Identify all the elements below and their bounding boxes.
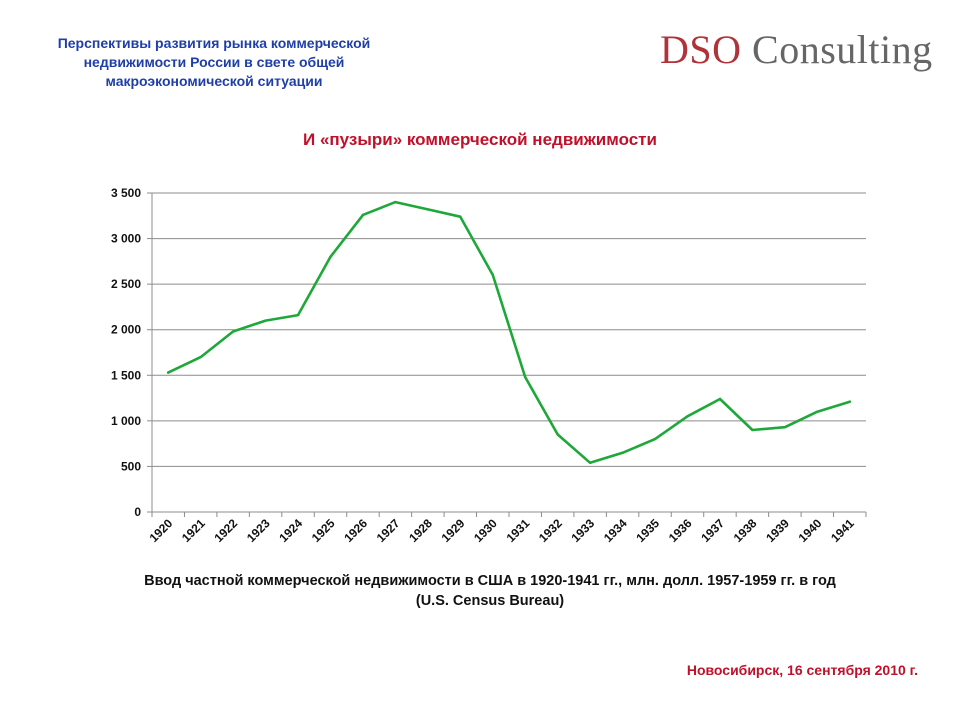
x-tick-label: 1937 (698, 516, 727, 545)
x-tick-label: 1929 (439, 516, 468, 545)
y-tick-label: 2 000 (111, 323, 141, 337)
data-point (751, 428, 754, 432)
x-tick-label: 1930 (471, 516, 500, 545)
data-point (394, 200, 397, 204)
slide-title: Перспективы развития рынка коммерческой … (28, 34, 400, 91)
x-tick-label: 1926 (341, 516, 370, 545)
data-point (718, 397, 722, 401)
data-point (524, 375, 527, 379)
data-point (231, 330, 235, 333)
data-point (199, 355, 202, 359)
x-tick-label: 1933 (568, 516, 597, 545)
x-tick-label: 1924 (276, 516, 305, 545)
data-point (848, 400, 851, 403)
data-point (329, 255, 332, 258)
x-tick-label: 1921 (179, 516, 208, 545)
x-tick-label: 1932 (536, 516, 565, 545)
data-point (653, 437, 657, 441)
data-point (361, 213, 365, 217)
x-tick-label: 1936 (666, 516, 695, 545)
slide-title-line-2: недвижимости России в свете общей (83, 54, 345, 70)
data-point (167, 371, 170, 374)
x-tick-label: 1935 (633, 516, 662, 545)
x-tick-label: 1939 (763, 516, 792, 545)
y-tick-label: 2 500 (111, 277, 141, 291)
slide-title-line-1: Перспективы развития рынка коммерческой (57, 35, 371, 51)
x-tick-label: 1940 (796, 516, 825, 545)
logo-secondary: Consulting (752, 27, 933, 72)
y-tick-label: 3 500 (111, 186, 141, 200)
data-point (491, 273, 494, 277)
y-tick-label: 0 (134, 505, 141, 519)
x-tick-label: 1927 (374, 516, 403, 545)
logo-primary: DSO (660, 27, 742, 72)
x-tick-label: 1931 (504, 516, 533, 545)
x-tick-label: 1920 (147, 516, 176, 545)
data-point (816, 410, 819, 413)
chart-title: И «пузыри» коммерческой недвижимости (303, 130, 657, 149)
series-line (166, 200, 852, 465)
data-point (556, 433, 559, 436)
y-tick-label: 1 000 (111, 414, 141, 428)
y-tick-label: 500 (121, 459, 141, 473)
data-point (783, 426, 787, 429)
slide-title-line-3: макроэкономической ситуации (105, 73, 323, 89)
y-tick-label: 3 000 (111, 232, 141, 246)
x-tick-label: 1925 (309, 516, 338, 545)
footer-location-date: Новосибирск, 16 сентября 2010 г. (686, 662, 918, 678)
x-tick-label: 1923 (244, 516, 273, 545)
x-tick-label: 1941 (828, 516, 857, 545)
x-tick-label: 1928 (406, 516, 435, 545)
x-tick-label: 1922 (211, 516, 240, 545)
y-tick-label: 1 500 (111, 368, 141, 382)
chart-caption: Ввод частной коммерческой недвижимости в… (60, 571, 920, 611)
data-point (621, 451, 624, 454)
data-point (296, 313, 300, 317)
x-tick-label: 1938 (731, 516, 760, 545)
caption-line-1: Ввод частной коммерческой недвижимости в… (144, 573, 836, 589)
data-point (588, 461, 592, 464)
data-point (686, 415, 689, 418)
data-point (264, 319, 267, 322)
x-tick-label: 1934 (601, 516, 630, 545)
data-point (426, 208, 430, 211)
company-logo: DSO Consulting (660, 26, 933, 73)
caption-line-2: (U.S. Census Bureau) (415, 593, 565, 609)
data-point (459, 215, 462, 218)
